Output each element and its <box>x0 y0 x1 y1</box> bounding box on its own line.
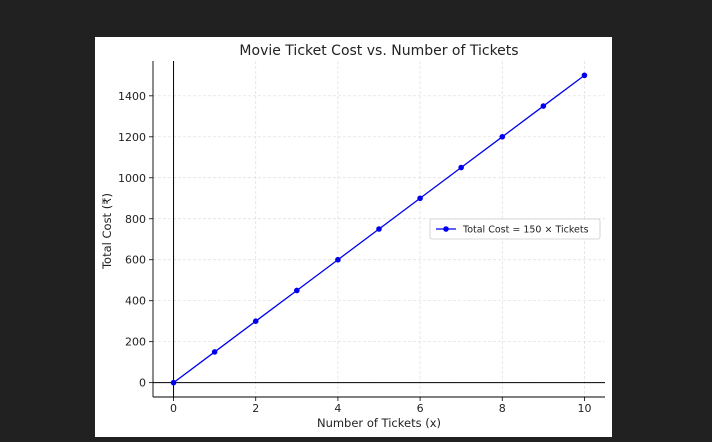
x-tick-label: 10 <box>577 402 591 415</box>
data-point <box>211 349 218 355</box>
chart-figure: 0 2 4 6 8 10 0 200 400 600 800 1000 1200 1400 Movie … <box>95 37 612 437</box>
y-tick-label: 800 <box>125 213 146 226</box>
y-axis-label: Total Cost (₹) <box>100 193 114 270</box>
y-axis-ticks: 0 200 400 600 800 1000 1200 1400 <box>118 90 153 390</box>
data-point <box>417 195 423 202</box>
data-point <box>499 134 506 140</box>
y-tick-label: 600 <box>125 254 146 267</box>
data-point <box>458 164 464 171</box>
data-point <box>252 318 259 324</box>
y-tick-label: 400 <box>125 295 146 308</box>
y-tick-label: 1000 <box>118 172 146 185</box>
data-point <box>294 287 300 294</box>
plot-frame <box>152 61 605 398</box>
data-point <box>170 379 177 386</box>
reference-lines <box>153 61 605 397</box>
line-chart: 0 2 4 6 8 10 0 200 400 600 800 1000 1200 1400 Movie … <box>100 43 605 430</box>
data-series <box>170 72 588 386</box>
data-point <box>335 256 341 263</box>
x-tick-label: 0 <box>170 402 177 415</box>
chart-title: Movie Ticket Cost vs. Number of Tickets <box>239 43 518 59</box>
y-tick-label: 1400 <box>118 90 146 103</box>
data-point <box>581 72 588 79</box>
x-tick-label: 2 <box>252 402 259 415</box>
y-tick-label: 200 <box>125 336 146 349</box>
x-tick-label: 6 <box>417 402 424 415</box>
legend-box <box>429 218 601 240</box>
data-point <box>540 103 547 109</box>
legend-marker-sample <box>443 226 449 232</box>
x-tick-label: 4 <box>334 402 341 415</box>
legend: Total Cost = 150 × Tickets <box>429 218 601 240</box>
legend-entry-label: Total Cost = 150 × Tickets <box>462 225 589 236</box>
y-tick-label: 0 <box>139 377 146 390</box>
y-tick-label: 1200 <box>118 131 146 144</box>
data-point <box>376 226 382 232</box>
x-axis-label: Number of Tickets (x) <box>317 416 441 430</box>
x-tick-label: 8 <box>499 402 506 415</box>
x-axis-ticks: 0 2 4 6 8 10 <box>170 397 591 415</box>
